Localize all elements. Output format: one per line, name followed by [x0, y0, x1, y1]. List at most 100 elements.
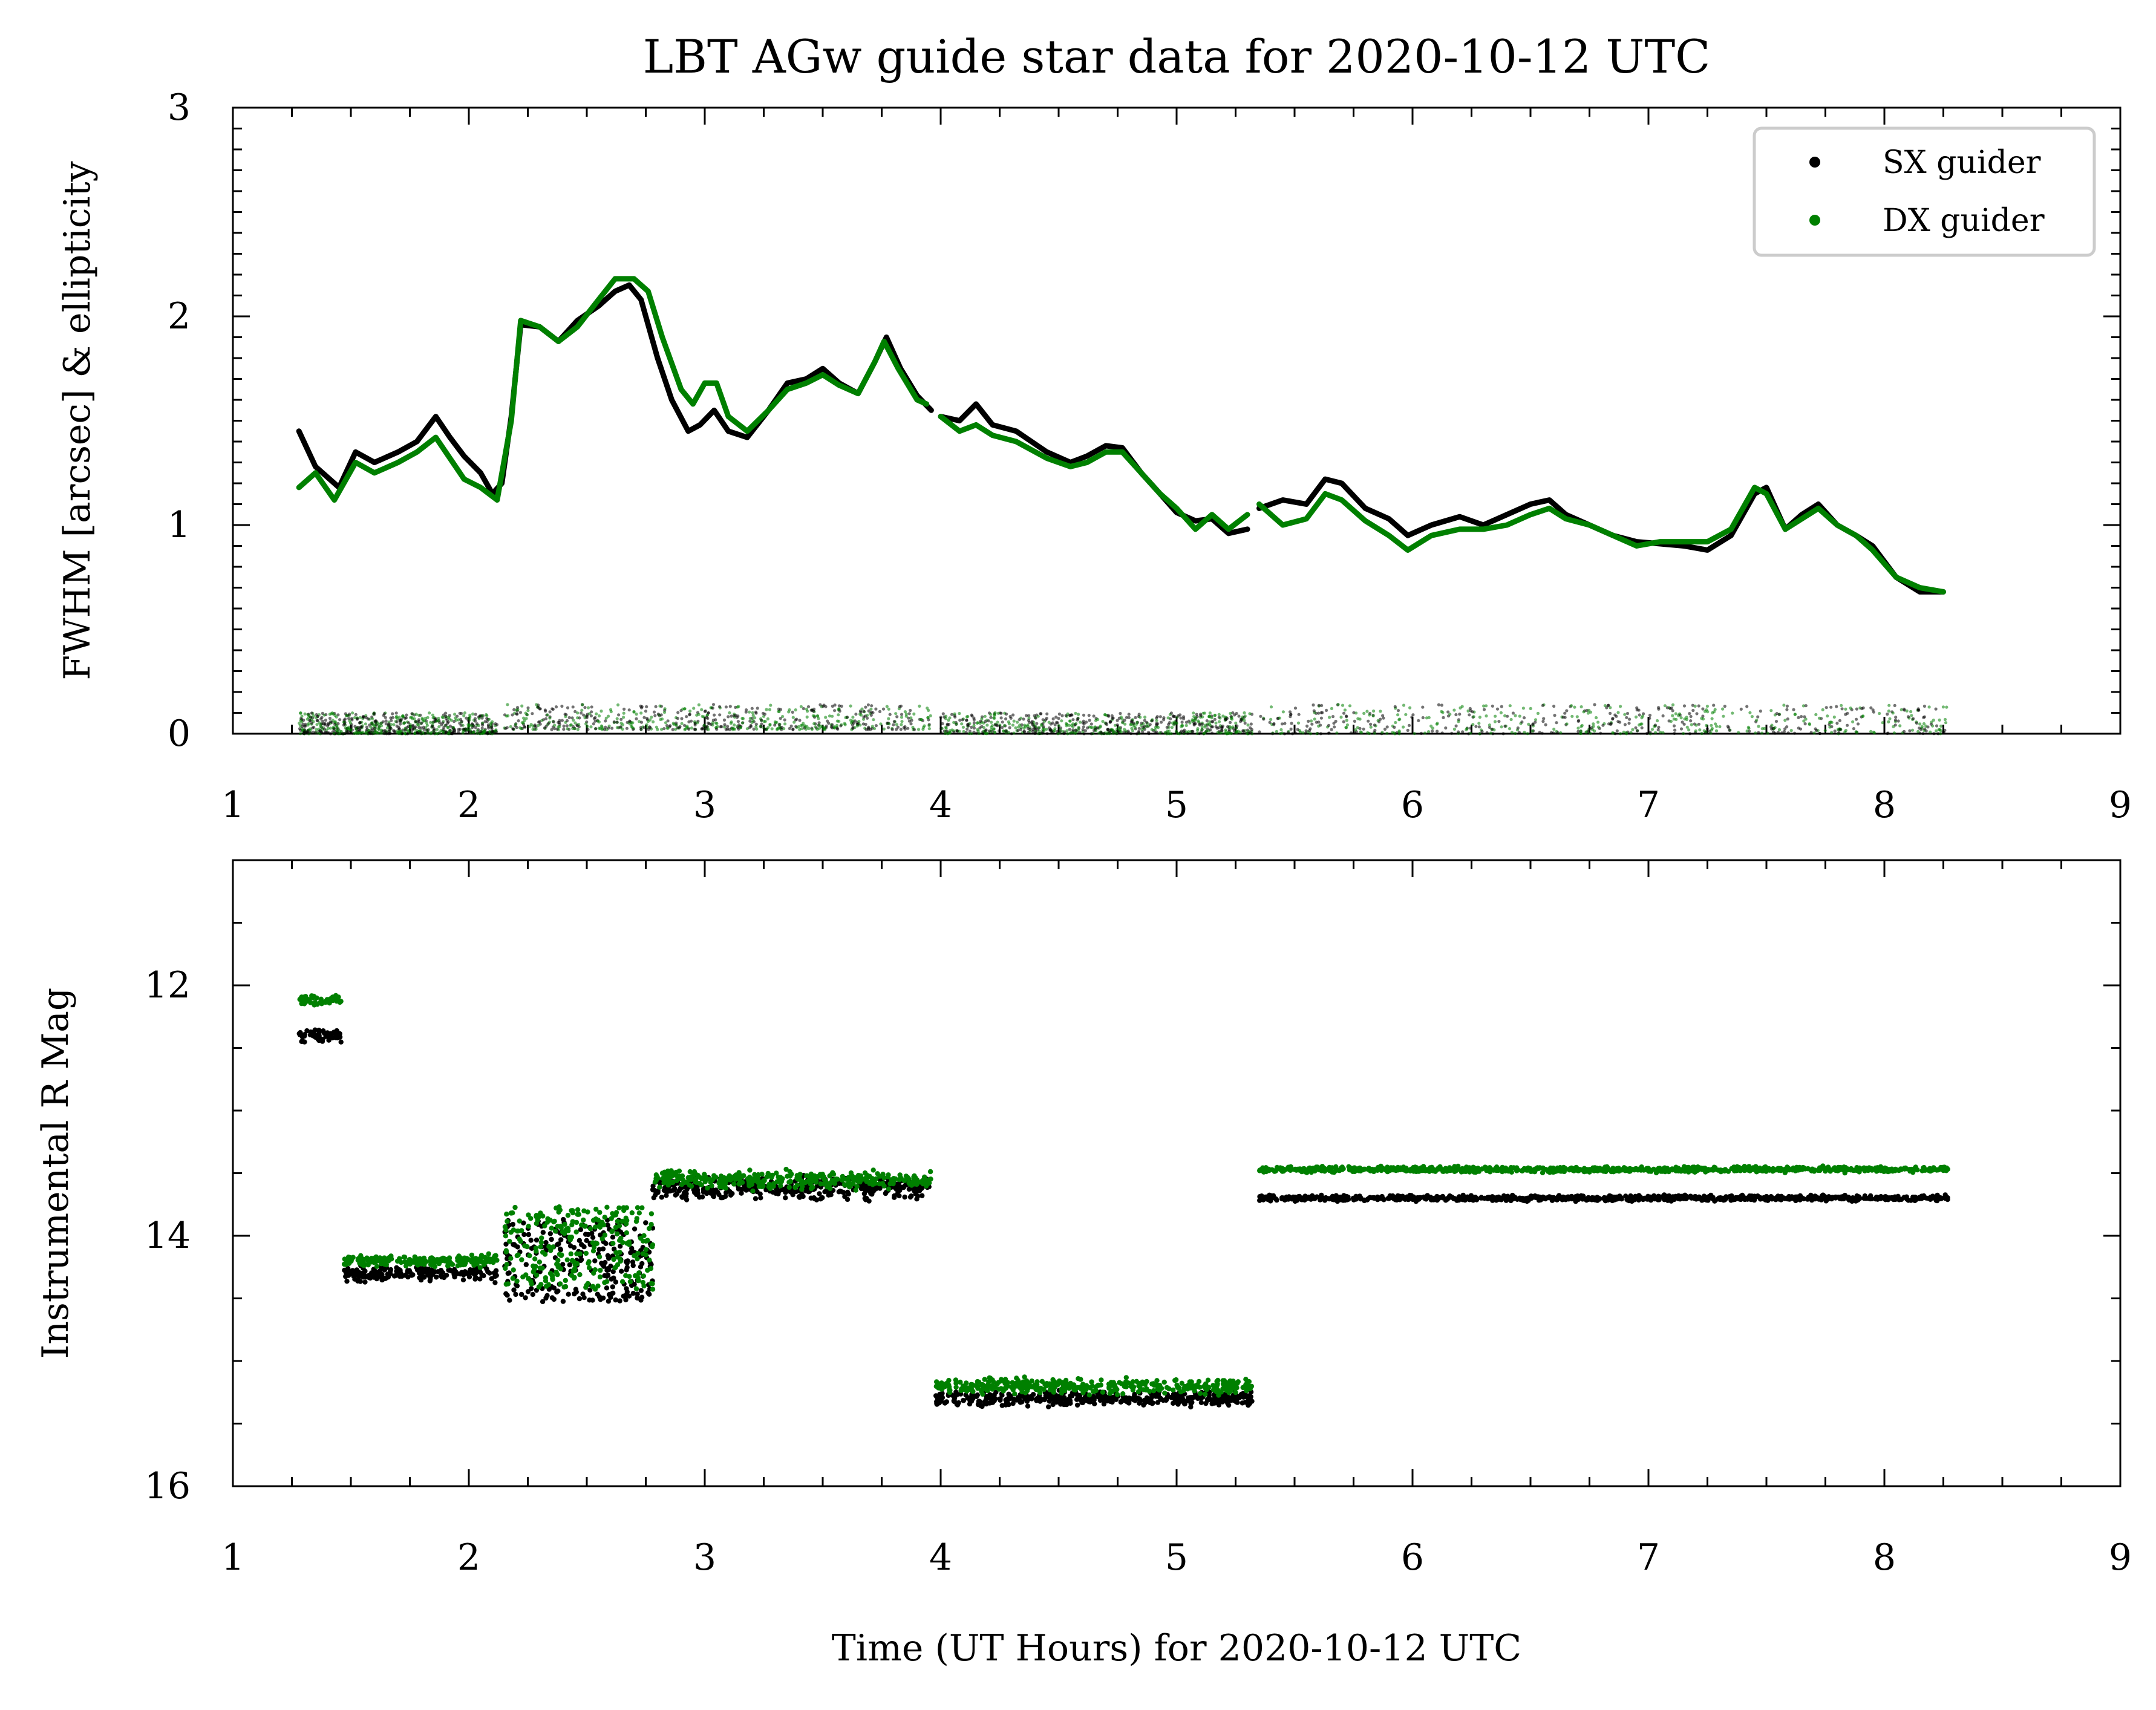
ellipticity-point — [1155, 715, 1159, 719]
ellipticity-point — [660, 728, 664, 731]
ellipticity-point — [1044, 718, 1048, 722]
ellipticity-point — [768, 723, 772, 727]
ellipticity-point — [987, 729, 991, 733]
ellipticity-point — [1280, 722, 1284, 726]
ellipticity-point — [972, 723, 976, 728]
ellipticity-point — [1169, 711, 1173, 715]
ellipticity-point — [471, 712, 475, 716]
sx-mag-point — [566, 1291, 571, 1297]
ellipticity-point — [315, 728, 318, 731]
ellipticity-point — [364, 731, 368, 734]
ellipticity-point — [815, 714, 819, 717]
ellipticity-point — [298, 732, 302, 736]
ellipticity-point — [900, 716, 904, 719]
ellipticity-point — [1143, 719, 1146, 722]
ellipticity-point — [1828, 725, 1832, 729]
ellipticity-point — [1723, 705, 1726, 708]
x-tick-label: 8 — [1873, 1536, 1896, 1579]
ellipticity-point — [1313, 717, 1316, 721]
ellipticity-point — [1362, 711, 1366, 715]
ellipticity-point — [609, 710, 613, 714]
sx-mag-point — [477, 1276, 483, 1282]
ellipticity-point — [350, 717, 354, 720]
ellipticity-point — [511, 713, 514, 717]
ellipticity-point — [776, 727, 779, 731]
ellipticity-point — [768, 708, 771, 711]
ellipticity-point — [1679, 727, 1684, 731]
ellipticity-point — [1745, 705, 1749, 708]
ellipticity-point — [1688, 732, 1691, 736]
ellipticity-point — [569, 723, 573, 726]
ellipticity-point — [301, 728, 304, 732]
ellipticity-point — [1286, 731, 1290, 734]
ellipticity-point — [1206, 722, 1210, 726]
sx-mag-point — [630, 1249, 636, 1255]
ellipticity-point — [1450, 731, 1454, 735]
ellipticity-point — [586, 725, 589, 728]
ellipticity-point — [1500, 705, 1503, 708]
sx-mag-point — [1038, 1397, 1044, 1403]
ellipticity-point — [367, 728, 371, 732]
ellipticity-point — [506, 703, 509, 707]
ellipticity-point — [748, 710, 751, 714]
ellipticity-point — [550, 707, 554, 711]
ellipticity-point — [1861, 714, 1864, 718]
ellipticity-point — [1226, 725, 1230, 728]
ellipticity-point — [454, 716, 457, 720]
ellipticity-point — [849, 704, 852, 708]
sx-mag-point — [1119, 1398, 1125, 1404]
ellipticity-point — [1132, 721, 1135, 725]
ellipticity-point — [467, 716, 471, 720]
sx-mag-point — [610, 1284, 615, 1290]
ellipticity-point — [1785, 725, 1789, 729]
sx-mag-point — [783, 1195, 788, 1201]
ellipticity-point — [528, 725, 532, 728]
ellipticity-point — [1833, 729, 1837, 733]
ellipticity-point — [1289, 727, 1293, 731]
ellipticity-point — [1887, 703, 1891, 707]
ellipticity-point — [1402, 725, 1405, 729]
ellipticity-point — [1034, 730, 1037, 734]
ellipticity-point — [918, 704, 921, 708]
sx-mag-point — [1942, 1195, 1948, 1200]
ellipticity-point — [1685, 717, 1688, 722]
ellipticity-point — [1108, 732, 1111, 736]
ellipticity-point — [1123, 719, 1126, 722]
ellipticity-point — [1342, 720, 1345, 723]
ellipticity-point — [890, 728, 894, 731]
ellipticity-point — [1045, 712, 1049, 716]
ellipticity-point — [1182, 717, 1186, 720]
ellipticity-point — [1682, 704, 1687, 708]
ellipticity-point — [475, 729, 479, 733]
ellipticity-point — [1009, 716, 1013, 720]
ellipticity-point — [1115, 731, 1119, 735]
ellipticity-point — [1444, 726, 1448, 730]
ellipticity-point — [353, 716, 357, 720]
ellipticity-point — [987, 719, 990, 723]
ellipticity-point — [858, 713, 862, 716]
sx-mag-point — [523, 1262, 529, 1267]
ellipticity-point — [465, 728, 469, 732]
ellipticity-point — [615, 720, 619, 724]
ellipticity-point — [1354, 728, 1357, 732]
ellipticity-point — [1750, 715, 1754, 719]
ellipticity-point — [347, 717, 351, 720]
ellipticity-point — [622, 716, 626, 719]
sx-mag-point — [419, 1270, 425, 1275]
sx-mag-point — [624, 1265, 630, 1270]
ellipticity-point — [1922, 722, 1926, 726]
sx-mag-point — [600, 1246, 606, 1251]
sx-mag-point — [484, 1266, 489, 1272]
ellipticity-point — [1619, 705, 1622, 708]
ellipticity-point — [354, 713, 358, 716]
ellipticity-point — [372, 711, 376, 715]
ellipticity-point — [955, 722, 958, 726]
ellipticity-point — [798, 719, 802, 722]
ellipticity-point — [1840, 703, 1843, 707]
ellipticity-point — [1691, 708, 1695, 713]
ellipticity-point — [600, 725, 604, 729]
ellipticity-point — [837, 708, 840, 711]
ellipticity-point — [1703, 710, 1707, 713]
ellipticity-point — [1561, 716, 1565, 719]
x-tick-label: 7 — [1637, 784, 1660, 826]
